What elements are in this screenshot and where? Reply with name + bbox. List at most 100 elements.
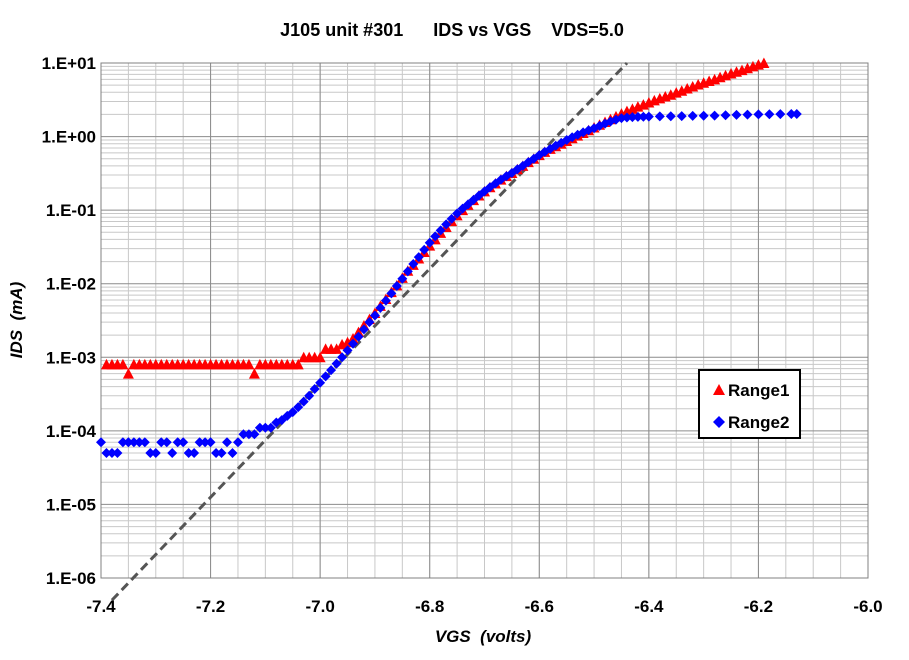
range2-point xyxy=(348,338,359,349)
range2-point xyxy=(430,231,441,242)
x-tick-label: -7.4 xyxy=(86,597,116,616)
range2-point xyxy=(446,213,457,224)
range2-point xyxy=(676,111,687,122)
range2-point xyxy=(786,108,797,119)
range2-point xyxy=(424,237,435,248)
x-tick-label: -6.6 xyxy=(525,597,554,616)
range2-point xyxy=(254,422,265,433)
y-tick-label: 1.E-05 xyxy=(46,495,96,514)
range2-point xyxy=(183,448,194,459)
x-tick-label: -6.8 xyxy=(415,597,444,616)
legend-range2-label: Range2 xyxy=(728,413,789,432)
range2-point xyxy=(298,396,309,407)
y-tick-label: 1.E-01 xyxy=(46,201,96,220)
range2-point xyxy=(123,437,134,448)
legend-range1-marker xyxy=(713,384,725,395)
range1-point xyxy=(347,333,359,344)
range2-point xyxy=(243,429,254,440)
range2-point xyxy=(150,448,161,459)
range2-point xyxy=(583,125,594,136)
y-tick-label: 1.E+00 xyxy=(42,128,96,147)
range2-point xyxy=(249,429,260,440)
range2-point xyxy=(342,345,353,356)
range2-point xyxy=(665,111,676,122)
range2-point xyxy=(331,358,342,369)
range2-point xyxy=(358,324,369,335)
range1-point xyxy=(292,358,304,370)
range2-point xyxy=(687,110,698,121)
range2-point xyxy=(194,437,205,448)
range2-point xyxy=(419,244,430,255)
range2-point xyxy=(709,110,720,121)
y-tick-label: 1.E-06 xyxy=(46,569,96,588)
range1-point xyxy=(117,358,129,370)
y-tick-label: 1.E+01 xyxy=(42,54,96,73)
range2-point xyxy=(238,429,249,440)
series-range1-markers xyxy=(100,57,770,379)
series-range2-markers xyxy=(96,108,802,459)
range2-point xyxy=(397,273,408,284)
range2-point xyxy=(260,422,271,433)
range2-point xyxy=(364,317,375,328)
range2-point xyxy=(211,448,222,459)
y-axis-tick-labels: 1.E-06 1.E-05 1.E-04 1.E-03 1.E-02 1.E-01 1.E+… xyxy=(42,54,97,588)
range2-point xyxy=(698,110,709,121)
range2-point xyxy=(441,219,452,230)
range2-point xyxy=(145,448,156,459)
plot-area-frame xyxy=(100,62,869,579)
legend-range2-marker xyxy=(713,416,725,428)
range2-point xyxy=(353,331,364,342)
range2-point xyxy=(753,109,764,120)
range2-point xyxy=(117,437,128,448)
range1-point xyxy=(758,57,770,68)
range2-point xyxy=(320,371,331,382)
y-tick-label: 1.E-03 xyxy=(46,348,96,367)
range1-point xyxy=(331,343,343,354)
y-axis-title: IDS (mA) xyxy=(7,281,26,358)
range2-point xyxy=(386,288,397,299)
x-tick-label: -7.0 xyxy=(305,597,334,616)
range2-point xyxy=(654,111,665,122)
range2-point xyxy=(402,266,413,277)
legend-range1-label: Range1 xyxy=(728,381,789,400)
range2-point xyxy=(216,448,227,459)
y-tick-label: 1.E-04 xyxy=(46,422,97,441)
range2-point xyxy=(731,109,742,120)
x-tick-label: -6.0 xyxy=(853,597,882,616)
range2-point xyxy=(106,448,117,459)
range2-point xyxy=(315,377,326,388)
range2-point xyxy=(632,111,643,122)
range1-point xyxy=(314,351,326,363)
range2-point xyxy=(742,109,753,120)
x-axis-tick-labels: -7.4 -7.2 -7.0 -6.8 -6.6 -6.4 -6.2 -6.0 xyxy=(86,597,882,616)
range2-point xyxy=(337,352,348,363)
range2-point xyxy=(222,437,233,448)
range2-point xyxy=(178,437,189,448)
range2-point xyxy=(435,225,446,236)
range2-point xyxy=(638,111,649,122)
range2-point xyxy=(643,111,654,122)
range2-point xyxy=(369,310,380,321)
range2-point xyxy=(452,208,463,219)
range2-point xyxy=(627,112,638,123)
range1-point xyxy=(248,368,260,379)
range2-point xyxy=(200,437,211,448)
range2-point xyxy=(139,437,150,448)
range1-point xyxy=(243,358,255,370)
x-axis-title: VGS (volts) xyxy=(435,627,532,646)
range2-point xyxy=(309,384,320,395)
minor-gridlines xyxy=(100,63,869,578)
x-tick-label: -6.4 xyxy=(634,597,664,616)
range2-point xyxy=(775,109,786,120)
range2-point xyxy=(128,437,139,448)
range2-point xyxy=(265,422,276,433)
range2-point xyxy=(408,259,419,270)
range2-point xyxy=(156,437,167,448)
x-tick-label: -7.2 xyxy=(196,597,225,616)
legend-box xyxy=(698,369,801,439)
range2-point xyxy=(134,437,145,448)
range2-point xyxy=(161,437,172,448)
range2-point xyxy=(621,112,632,123)
legend: Range1 Range2 xyxy=(698,369,801,439)
